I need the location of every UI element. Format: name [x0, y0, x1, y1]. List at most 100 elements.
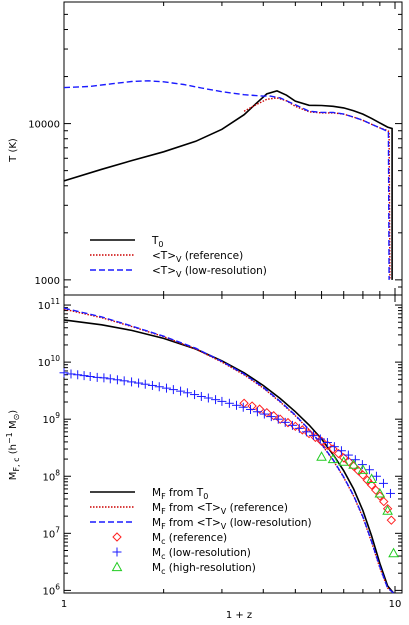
top-y-axis-title: T (K) — [8, 138, 19, 163]
bottom-legend-label: MF from <T>V (reference) — [152, 502, 288, 516]
bottom-legend-marker — [112, 547, 122, 557]
bottom-marker-plus — [112, 375, 122, 385]
bottom-marker-plus — [73, 370, 83, 380]
bottom-marker-plus — [238, 402, 248, 412]
bottom-y-tick-label: 107 — [42, 525, 60, 540]
bottom-marker-plus — [176, 386, 186, 396]
top-legend-label: <T>V (reference) — [152, 250, 243, 264]
x-tick-label: 1 — [61, 599, 67, 610]
bottom-legend-marker — [112, 532, 122, 542]
bottom-marker-plus — [343, 450, 353, 460]
bottom-marker-plus — [161, 383, 171, 393]
bottom-marker-plus — [385, 488, 395, 498]
bottom-marker-plus — [134, 378, 144, 388]
bottom-marker-plus — [79, 371, 89, 381]
top-legend: T0<T>V (reference)<T>V (low-resolution) — [90, 235, 267, 279]
bottom-marker-plus — [99, 373, 109, 383]
bottom-marker-plus — [105, 374, 115, 384]
bottom-marker-plus — [127, 377, 137, 387]
bottom-marker-diamond — [366, 480, 377, 490]
x-tick-label: 10 — [389, 599, 402, 610]
bottom-marker-plus — [224, 398, 234, 408]
bottom-marker-plus — [246, 404, 256, 414]
bottom-series-line-0 — [63, 319, 395, 594]
bottom-marker-plus — [211, 395, 221, 405]
bottom-marker-plus — [329, 442, 339, 452]
bottom-y-tick-label: 1011 — [38, 297, 61, 312]
bottom-marker-plus — [217, 396, 227, 406]
bottom-y-tick-label: 109 — [42, 411, 60, 426]
bottom-marker-plus — [266, 412, 276, 422]
bottom-marker-diamond — [275, 414, 285, 424]
bottom-marker-triangle — [388, 547, 399, 558]
bottom-marker-diamond — [328, 444, 338, 454]
bottom-marker-triangle — [327, 453, 339, 464]
bottom-marker-plus — [315, 434, 325, 444]
bottom-y-axis-title: MF, c (h−1 M⊙) — [5, 410, 21, 480]
bottom-legend-label: MF from T0 — [152, 487, 208, 501]
bottom-marker-plus — [203, 393, 213, 403]
bottom-legend-marker — [111, 561, 123, 572]
bottom-marker-plus — [252, 407, 262, 417]
bottom-marker-plus — [336, 446, 346, 456]
bottom-marker-plus — [140, 379, 150, 389]
bottom-marker-diamond — [362, 475, 373, 485]
bottom-marker-plus — [190, 390, 200, 400]
bottom-marker-plus — [308, 430, 318, 440]
top-y-tick-label: 10000 — [28, 120, 60, 131]
bottom-marker-plus — [147, 380, 157, 390]
bottom-marker-plus — [273, 414, 283, 424]
bottom-marker-diamond — [310, 432, 321, 443]
top-series-line-2 — [63, 80, 390, 280]
bottom-marker-plus — [357, 460, 367, 470]
bottom-marker-plus — [59, 368, 69, 378]
bottom-marker-plus — [154, 382, 164, 392]
bottom-marker-triangle — [316, 451, 327, 461]
bottom-marker-plus — [294, 423, 304, 433]
bottom-legend-label: MF from <T>V (low-resolution) — [152, 517, 312, 531]
bottom-marker-plus — [231, 400, 241, 410]
bottom-marker-triangle — [338, 456, 350, 466]
bottom-marker-diamond — [316, 436, 327, 446]
bottom-y-tick-label: 106 — [42, 582, 60, 597]
bottom-marker-triangle — [366, 473, 377, 483]
bottom-legend-label: Mc (reference) — [152, 532, 227, 546]
bottom-series-line-2 — [63, 307, 394, 594]
bottom-marker-triangle — [382, 505, 393, 515]
bottom-marker-diamond — [247, 401, 257, 411]
bottom-legend-label: Mc (high-resolution) — [152, 562, 256, 576]
bottom-marker-diamond — [371, 485, 381, 495]
bottom-marker-diamond — [382, 503, 393, 514]
axis-labels: T (K) MF, c (h−1 M⊙) 1 + z — [5, 138, 252, 621]
x-axis-title: 1 + z — [226, 610, 252, 621]
bottom-marker-triangle — [348, 459, 359, 469]
top-series-line-1 — [243, 97, 391, 280]
bottom-axis-frame — [63, 294, 403, 594]
top-panel: 1000 10000 T0<T>V (reference)<T>V (low-res… — [28, 1, 403, 296]
bottom-marker-plus — [259, 409, 269, 419]
bottom-legend-label: Mc (low-resolution) — [152, 547, 251, 561]
bottom-marker-diamond — [322, 440, 333, 450]
bottom-marker-plus — [322, 438, 332, 448]
bottom-y-tick-label: 108 — [42, 468, 60, 483]
bottom-marker-diamond — [386, 515, 397, 525]
bottom-marker-plus — [168, 385, 178, 395]
bottom-marker-triangle — [357, 464, 369, 474]
bottom-marker-plus — [371, 471, 381, 481]
bottom-marker-plus — [119, 376, 129, 386]
bottom-marker-plus — [182, 388, 192, 398]
bottom-marker-plus — [280, 417, 290, 427]
top-y-tick-label: 1000 — [35, 276, 60, 287]
bottom-marker-plus — [196, 391, 206, 401]
bottom-marker-plus — [378, 478, 388, 488]
bottom-y-tick-label: 1010 — [38, 354, 61, 369]
bottom-marker-plus — [301, 427, 311, 437]
bottom-marker-plus — [364, 465, 374, 475]
top-legend-label: T0 — [151, 235, 164, 249]
bottom-marker-plus — [287, 420, 297, 430]
bottom-marker-plus — [85, 371, 95, 381]
bottom-marker-diamond — [379, 496, 389, 507]
